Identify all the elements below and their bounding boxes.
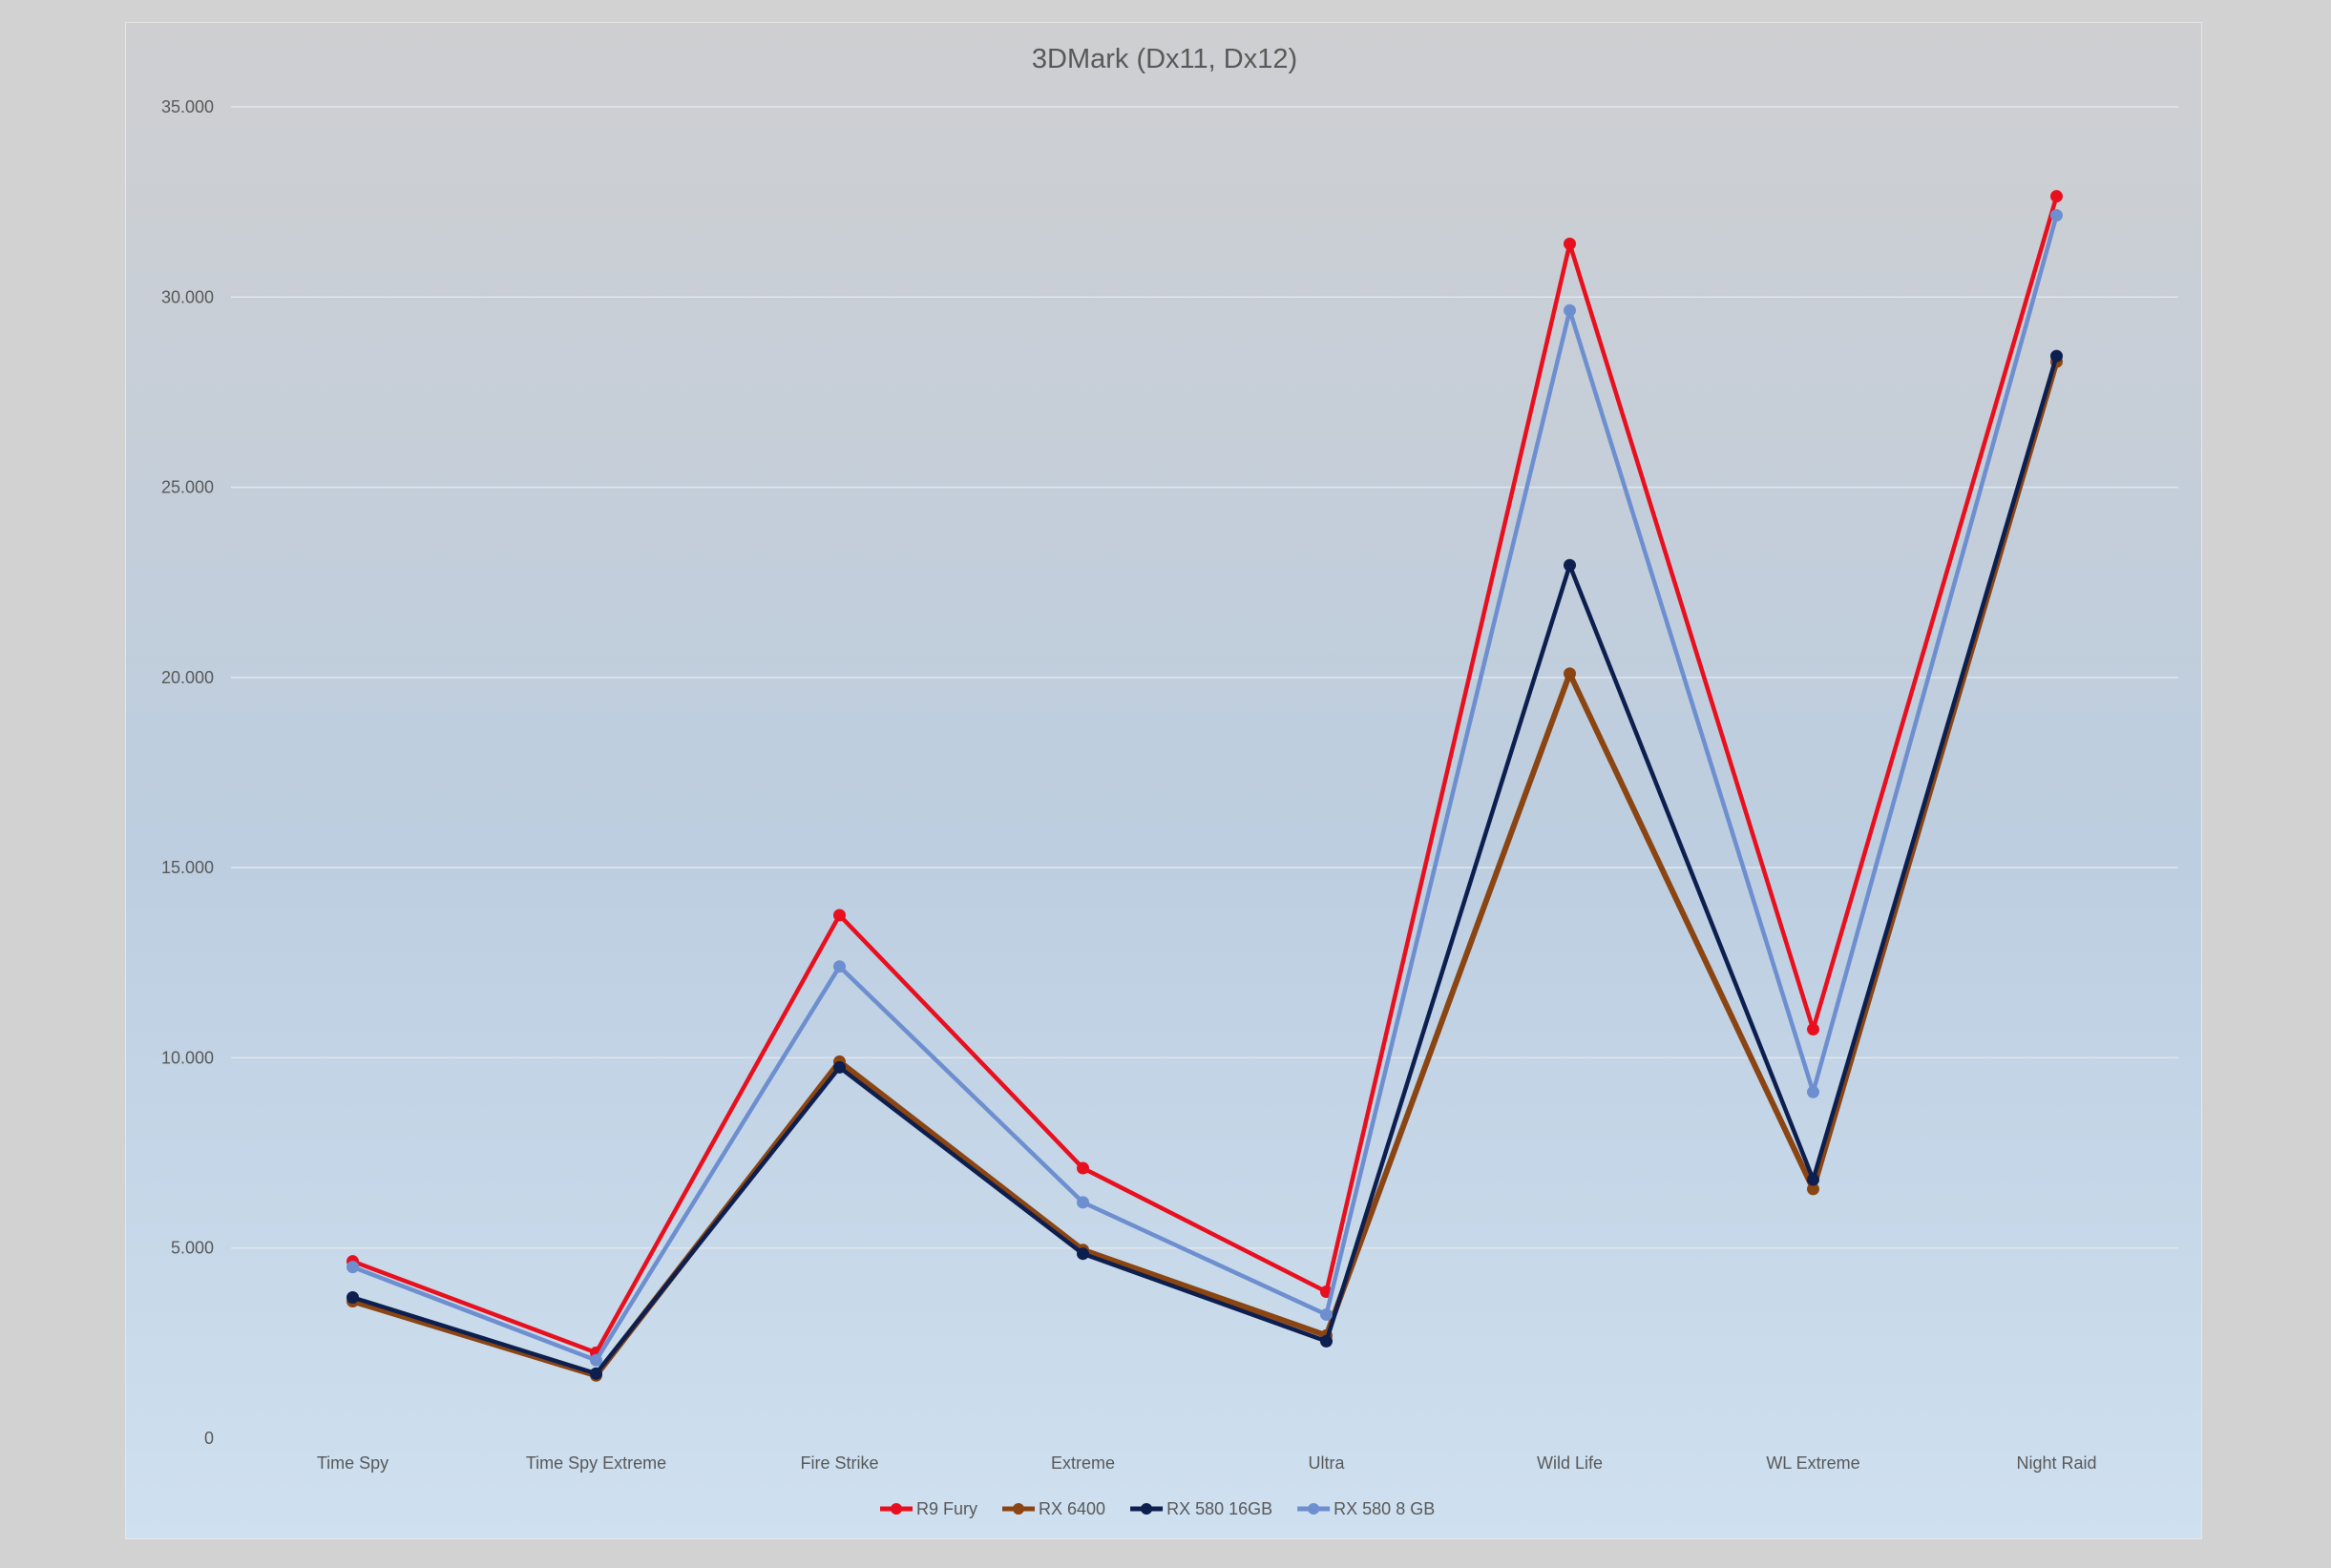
data-point [1320,1334,1333,1348]
series-line [350,194,2059,1355]
legend-item: RX 580 16GB [1130,1499,1272,1518]
legend-label: RX 6400 [1039,1499,1105,1518]
data-point [2050,209,2063,222]
y-tick-label: 30.000 [161,287,214,306]
y-axis-tick-labels: 0 5.000 10.000 15.000 20.000 25.000 30.000 35.0… [161,97,214,1448]
data-point [1564,237,1576,250]
data-point [590,1367,602,1380]
legend-item: RX 6400 [1002,1499,1105,1518]
legend-item: RX 580 8 GB [1297,1499,1435,1518]
x-axis-tick-labels: Time Spy Time Spy Extreme Fire Strike Extre… [317,1453,2097,1473]
legend-marker [1013,1503,1025,1515]
x-tick-label: Time Spy [317,1453,388,1473]
y-tick-label: 10.000 [161,1048,214,1067]
x-tick-label: Wild Life [1537,1453,1603,1473]
data-point [833,960,846,973]
legend: R9 Fury RX 6400 RX 580 16GB RX 580 8 GB [880,1499,1435,1518]
series-line [349,359,2060,1379]
x-tick-label: Fire Strike [800,1453,878,1473]
data-point [833,1060,846,1074]
y-tick-label: 20.000 [161,668,214,687]
x-tick-label: Ultra [1308,1453,1345,1473]
data-point [1807,1182,1819,1196]
data-point [346,1291,359,1305]
data-point [1564,558,1576,572]
x-tick-label: Night Raid [2016,1453,2096,1473]
legend-label: RX 580 16GB [1166,1499,1272,1518]
data-point [2050,349,2063,363]
legend-label: R9 Fury [916,1499,977,1518]
chart-area: 3DMark (Dx11, Dx12) 0 5.000 10.000 15.000 20… [125,22,2202,1539]
data-point [346,1261,359,1274]
y-tick-label: 35.000 [161,97,214,116]
data-point [1807,1173,1819,1186]
data-point [1564,667,1576,680]
data-point [1564,303,1576,317]
data-point [1077,1247,1089,1261]
y-tick-label: 25.000 [161,478,214,497]
series-rx-580-16gb [346,349,2063,1380]
series-rx-580-8-gb [346,209,2063,1367]
legend-marker [1141,1503,1153,1515]
data-point [1077,1196,1089,1209]
data-point [2050,190,2063,203]
series-r9-fury [346,190,2063,1359]
data-point [1807,1085,1819,1098]
series-lines [346,190,2063,1382]
data-point [1077,1161,1089,1175]
series-line [350,213,2059,1363]
y-tick-label: 15.000 [161,858,214,877]
series-line [350,353,2059,1376]
legend-label: RX 580 8 GB [1334,1499,1435,1518]
grid-lines [231,106,2178,1249]
chart-title: 3DMark (Dx11, Dx12) [1032,44,1297,74]
data-point [590,1353,602,1367]
data-point [833,909,846,922]
line-chart: 3DMark (Dx11, Dx12) 0 5.000 10.000 15.000 20… [161,44,2178,1518]
data-point [1320,1307,1333,1321]
x-tick-label: Time Spy Extreme [526,1453,666,1473]
x-tick-label: Extreme [1051,1453,1115,1473]
legend-marker [891,1503,902,1515]
legend-item: R9 Fury [880,1499,977,1518]
y-tick-label: 0 [204,1429,214,1448]
x-tick-label: WL Extreme [1766,1453,1859,1473]
legend-marker [1308,1503,1320,1515]
y-tick-label: 5.000 [171,1239,214,1258]
data-point [1807,1023,1819,1036]
